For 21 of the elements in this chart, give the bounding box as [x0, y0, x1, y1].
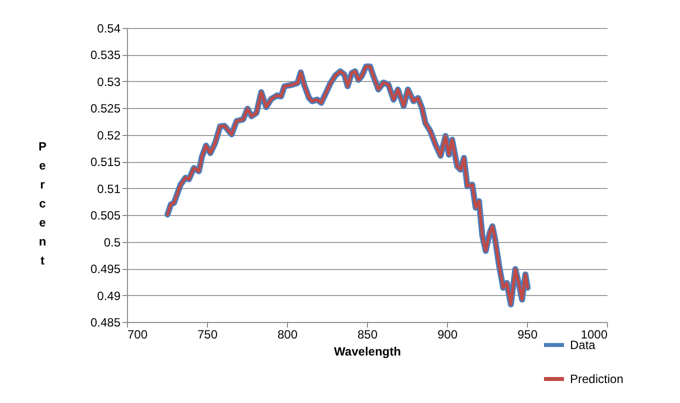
y-tick-label: 0.515 — [90, 155, 121, 170]
x-tick-label: 700 — [128, 328, 148, 342]
legend-label: Prediction — [570, 372, 624, 386]
x-tick-label: 750 — [197, 328, 218, 342]
y-tick-label: 0.525 — [90, 102, 121, 116]
x-tick-label: 800 — [277, 328, 298, 342]
x-axis-title: Wavelength — [334, 344, 401, 358]
y-tick-label: 0.485 — [90, 316, 121, 330]
y-tick-label: 0.51 — [97, 182, 121, 196]
x-tick-label: 950 — [517, 328, 538, 342]
y-tick-label: 0.495 — [90, 262, 121, 276]
x-tick-label: 900 — [437, 328, 458, 342]
y-tick-label: 0.49 — [97, 288, 121, 303]
y-tick-label: 0.535 — [90, 48, 121, 62]
x-tick-label: 850 — [357, 328, 378, 342]
y-tick-label: 0.52 — [97, 128, 121, 142]
y-tick-label: 0.53 — [97, 74, 121, 89]
y-tick-label: 0.54 — [97, 22, 121, 36]
y-tick-label: 0.5 — [104, 235, 121, 250]
y-axis-title: Percent — [38, 140, 47, 268]
y-tick-label: 0.505 — [90, 208, 121, 223]
